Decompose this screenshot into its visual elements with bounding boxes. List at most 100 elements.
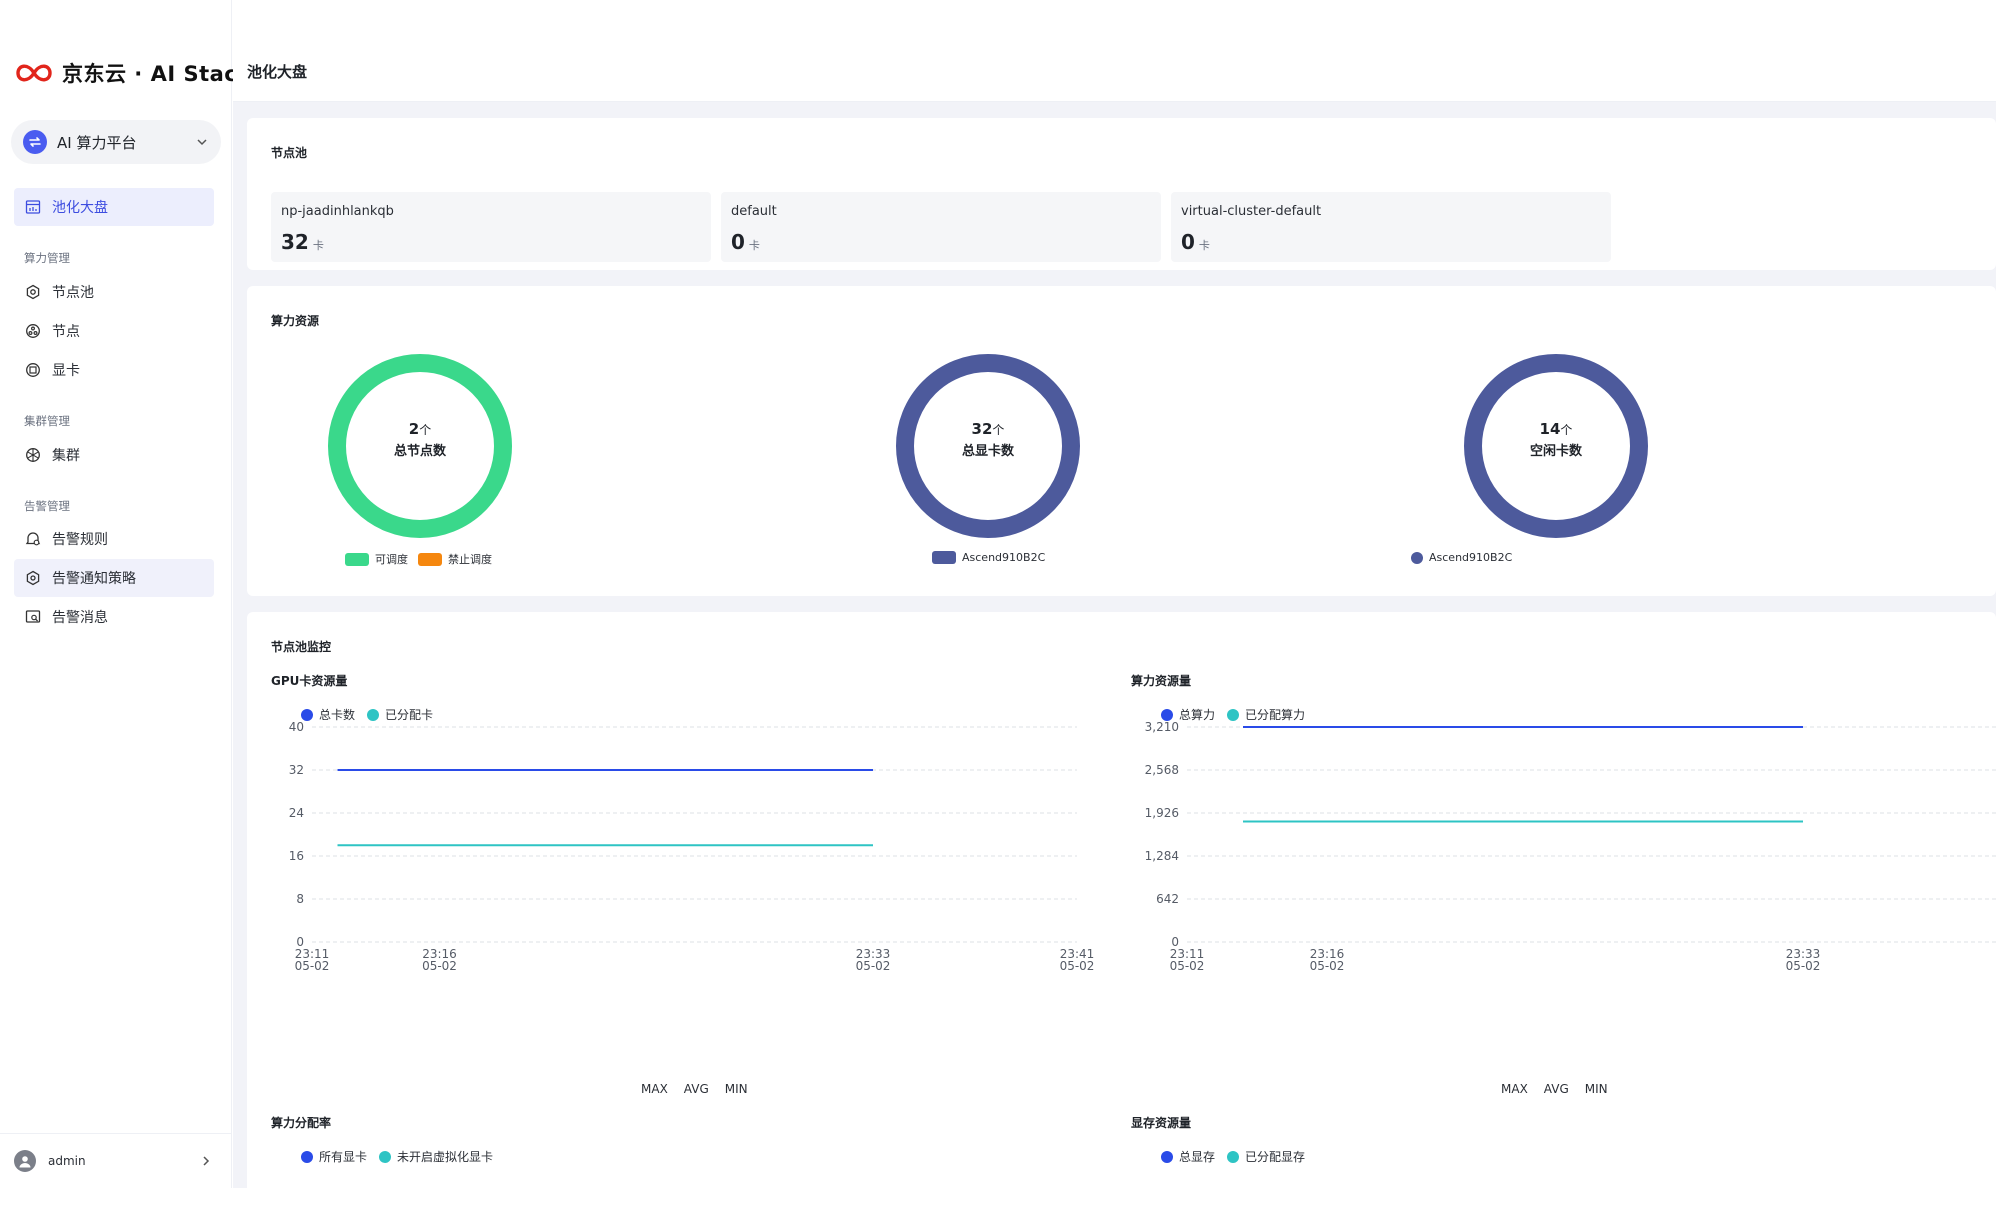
sidebar: 京东云 · AI Stack AI 算力平台 池化大盘 算力管理 节点池 节点 … — [0, 0, 251, 1188]
donut-legend: Ascend910B2C — [1411, 551, 1522, 564]
donut-label: 空闲卡数 — [1529, 444, 1582, 459]
x-tick-date-label: 05-02 — [1786, 959, 1821, 973]
section-title: 节点池 — [271, 146, 308, 160]
sidebar-item-cluster[interactable]: 集群 — [14, 436, 214, 474]
legend-item-schedulable[interactable]: 可调度 — [345, 551, 408, 567]
y-tick-label: 24 — [289, 806, 304, 820]
sidebar-item-label: 集群 — [52, 448, 80, 464]
nav-group-title: 集群管理 — [24, 414, 70, 428]
chart-legend: 总算力 已分配算力 — [1161, 706, 1317, 723]
donut-label: 总显卡数 — [961, 444, 1014, 459]
sidebar-item-alert-notify-policy[interactable]: 告警通知策略 — [14, 559, 214, 597]
sidebar-item-gpu[interactable]: 显卡 — [14, 351, 214, 389]
brand-logo[interactable]: 京东云 · AI Stack — [14, 58, 252, 88]
top-header: 池化大盘 — [233, 40, 1996, 102]
sidebar-item-label: 节点池 — [52, 285, 94, 301]
nav-group-title: 算力管理 — [24, 251, 70, 265]
chevron-right-icon[interactable] — [200, 1155, 212, 1167]
chart-title: 算力分配率 — [271, 1116, 332, 1130]
x-tick-label: 23:16 — [422, 947, 457, 961]
section-title: 节点池监控 — [271, 640, 332, 654]
avatar — [14, 1150, 36, 1172]
platform-label: AI 算力平台 — [57, 133, 137, 152]
legend-item-non-virtualized-gpus[interactable]: 未开启虚拟化显卡 — [379, 1148, 493, 1165]
y-tick-label: 3,210 — [1145, 720, 1179, 734]
y-tick-label: 32 — [289, 763, 304, 777]
sidebar-item-node[interactable]: 节点 — [14, 312, 214, 350]
donut-total-nodes: 2个 总节点数 — [320, 346, 520, 546]
section-title: 算力资源 — [271, 314, 320, 328]
pool-name: virtual-cluster-default — [1181, 204, 1322, 219]
sidebar-item-node-pool[interactable]: 节点池 — [14, 273, 214, 311]
legend-item-allocated-memory[interactable]: 已分配显存 — [1227, 1148, 1305, 1165]
dashboard-icon — [24, 198, 42, 216]
chart-stats: MAX AVG MIN — [641, 1082, 764, 1096]
brand-name: 京东云 · AI Stack — [62, 62, 252, 86]
donut-ring — [1464, 354, 1648, 538]
y-tick-label: 642 — [1156, 892, 1179, 906]
legend-item-all-gpus[interactable]: 所有显卡 — [301, 1148, 367, 1165]
x-tick-label: 23:11 — [295, 947, 330, 961]
donut-ring — [328, 354, 512, 538]
stat-min[interactable]: MIN — [1584, 1082, 1608, 1096]
pool-card-np-jaadinhlankqb[interactable]: np-jaadinhlankqb 32 卡 — [271, 192, 711, 262]
x-tick-label: 23:11 — [1170, 947, 1205, 961]
x-tick-date-label: 05-02 — [1310, 959, 1345, 973]
chart-stats: MAX AVG MIN — [1501, 1082, 1624, 1096]
donut-value: 32个 — [971, 420, 1005, 438]
user-icon — [19, 1156, 31, 1168]
cluster-icon — [24, 446, 42, 464]
stat-max[interactable]: MAX — [641, 1082, 668, 1096]
legend-item-allocated-compute[interactable]: 已分配算力 — [1227, 706, 1305, 723]
stat-avg[interactable]: AVG — [683, 1082, 709, 1096]
legend-item-ascend[interactable]: Ascend910B2C — [932, 551, 1045, 564]
stat-avg[interactable]: AVG — [1543, 1082, 1569, 1096]
platform-selector[interactable]: AI 算力平台 — [11, 120, 221, 164]
switch-icon — [23, 130, 47, 154]
sidebar-item-label: 池化大盘 — [52, 200, 108, 216]
x-tick-date-label: 05-02 — [295, 959, 330, 973]
y-tick-label: 0 — [296, 935, 304, 949]
sidebar-item-label: 告警消息 — [52, 610, 108, 626]
y-tick-label: 0 — [1171, 935, 1179, 949]
donut-total-gpus: 32个 总显卡数 — [888, 346, 1088, 546]
chart-title: GPU卡资源量 — [271, 674, 348, 688]
donut-value: 14个 — [1539, 420, 1573, 438]
nav-group-title: 告警管理 — [24, 499, 70, 513]
alert-rule-icon — [24, 530, 42, 548]
legend-item-allocated-cards[interactable]: 已分配卡 — [367, 706, 433, 723]
donut-legend: Ascend910B2C — [932, 551, 1055, 564]
sidebar-item-label: 告警通知策略 — [52, 571, 136, 587]
donut-label: 总节点数 — [393, 444, 446, 459]
pool-name: default — [731, 204, 777, 219]
notify-policy-icon — [24, 569, 42, 587]
legend-item-total-memory[interactable]: 总显存 — [1161, 1148, 1215, 1165]
legend-item-unschedulable[interactable]: 禁止调度 — [418, 551, 492, 567]
x-tick-label: 23:33 — [1786, 947, 1821, 961]
y-tick-label: 8 — [296, 892, 304, 906]
donut-idle-gpus: 14个 空闲卡数 — [1456, 346, 1656, 546]
chart-legend: 总显存 已分配显存 — [1161, 1148, 1317, 1165]
sidebar-item-alert-rules[interactable]: 告警规则 — [14, 520, 214, 558]
user-menu[interactable]: admin — [0, 1133, 232, 1188]
x-tick-date-label: 05-02 — [422, 959, 457, 973]
legend-item-total-cards[interactable]: 总卡数 — [301, 706, 355, 723]
node-icon — [24, 322, 42, 340]
legend-item-total-compute[interactable]: 总算力 — [1161, 706, 1215, 723]
x-tick-label: 23:33 — [856, 947, 891, 961]
compute-resources-card: 算力资源 2个 总节点数 可调度 禁止调度 32个 总显卡数 Ascend910… — [247, 286, 1996, 596]
sidebar-item-alert-messages[interactable]: 告警消息 — [14, 598, 214, 636]
pool-count: 32 卡 — [281, 230, 324, 254]
legend-item-ascend[interactable]: Ascend910B2C — [1411, 551, 1512, 564]
x-tick-date-label: 05-02 — [1170, 959, 1205, 973]
y-tick-label: 16 — [289, 849, 304, 863]
chart-title: 算力资源量 — [1131, 674, 1192, 688]
node-pool-icon — [24, 283, 42, 301]
sidebar-item-label: 显卡 — [52, 363, 80, 379]
stat-min[interactable]: MIN — [724, 1082, 748, 1096]
stat-max[interactable]: MAX — [1501, 1082, 1528, 1096]
sidebar-item-pool-dashboard[interactable]: 池化大盘 — [14, 188, 214, 226]
